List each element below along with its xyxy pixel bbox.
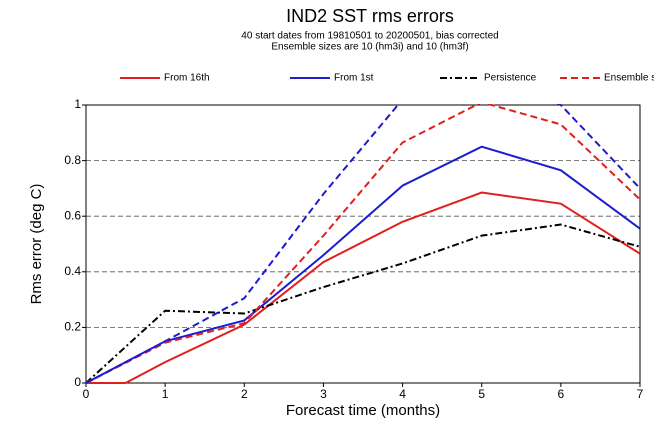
plot-frame bbox=[85, 104, 641, 384]
series-line bbox=[86, 104, 640, 384]
y-tick-label: 0.6 bbox=[64, 208, 81, 222]
plot-area bbox=[86, 104, 640, 384]
legend-label: Ensemble sd bbox=[604, 73, 654, 84]
x-axis-label: Forecast time (months) bbox=[286, 402, 440, 419]
series-line bbox=[86, 223, 640, 384]
chart-title: IND2 SST rms errors bbox=[286, 6, 454, 26]
y-tick-label: 0.4 bbox=[64, 264, 81, 278]
x-tick-label: 4 bbox=[399, 387, 406, 401]
x-tick-label: 7 bbox=[637, 387, 644, 401]
subtitle: 40 start dates from 19810501 to 20200501… bbox=[241, 31, 498, 42]
x-tick-label: 3 bbox=[320, 387, 327, 401]
legend-label: From 1st bbox=[334, 73, 374, 84]
x-tick-label: 5 bbox=[478, 387, 485, 401]
y-tick-label: 0.2 bbox=[64, 320, 81, 334]
x-tick-label: 2 bbox=[241, 387, 248, 401]
legend-label: Persistence bbox=[484, 73, 537, 84]
y-tick-label: 1 bbox=[74, 97, 81, 111]
y-axis-label: Rms error (deg C) bbox=[28, 184, 45, 305]
subtitle: Ensemble sizes are 10 (hm3i) and 10 (hm3… bbox=[271, 42, 468, 53]
series-line bbox=[86, 104, 640, 384]
series-line bbox=[86, 145, 640, 384]
legend-label: From 16th bbox=[164, 73, 210, 84]
x-tick-label: 6 bbox=[558, 387, 565, 401]
series-line bbox=[86, 191, 640, 384]
x-tick-label: 1 bbox=[162, 387, 169, 401]
y-tick-label: 0 bbox=[74, 375, 81, 389]
x-tick-label: 0 bbox=[83, 387, 90, 401]
y-tick-label: 0.8 bbox=[64, 153, 81, 167]
